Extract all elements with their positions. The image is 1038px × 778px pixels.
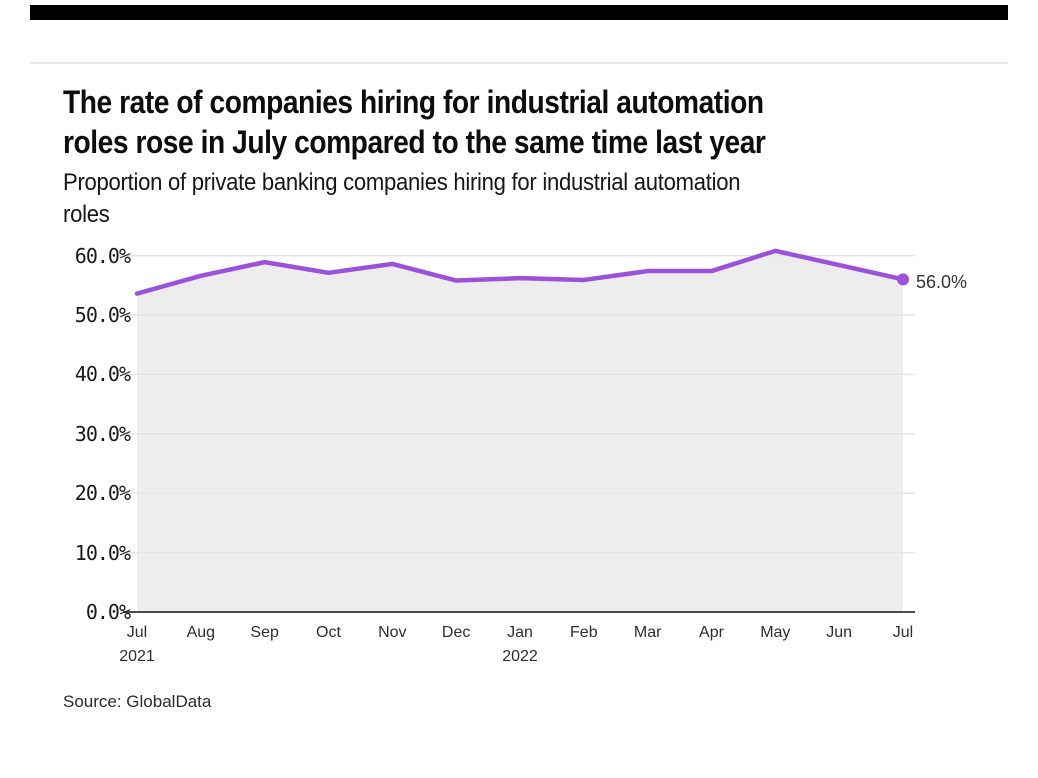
x-axis-tick-label: Mar: [633, 624, 662, 641]
chart-title-line-2: roles rose in July compared to the same …: [63, 124, 766, 160]
x-axis-year-label: 2022: [502, 648, 538, 665]
chart-subtitle-line-2: roles: [63, 201, 110, 228]
y-axis-tick-label: 40.0%: [74, 362, 131, 387]
chart-subtitle-line-1: Proportion of private banking companies …: [63, 169, 741, 196]
chart-subtitle: Proportion of private banking companies …: [63, 167, 946, 231]
x-axis-tick-label: Jul: [892, 624, 914, 641]
x-axis-tick-label: Nov: [378, 624, 407, 641]
y-axis-tick-label: 10.0%: [74, 540, 131, 565]
plot-area: [123, 248, 915, 613]
source-note: Source: GlobalData: [63, 692, 212, 711]
x-axis-year-label: 2021: [119, 648, 155, 665]
header-divider: [30, 62, 1008, 64]
x-axis-tick-label: Jul 2021: [92, 621, 182, 669]
x-axis-tick-label: Aug: [186, 624, 216, 641]
area-fill: [137, 250, 903, 612]
last-point-label: 56.0%: [916, 272, 968, 292]
x-axis-tick-label: Feb: [570, 624, 598, 641]
chart-title-line-1: The rate of companies hiring for industr…: [63, 84, 764, 120]
y-axis-tick-label: 0.0%: [85, 600, 131, 624]
top-bar: [30, 5, 1008, 20]
x-axis-tick-label: Apr: [699, 624, 724, 641]
trend-line: [134, 248, 906, 296]
x-axis-tick-label: May: [760, 624, 791, 641]
y-axis-tick-label: 50.0%: [74, 303, 131, 327]
x-axis-tick-label: Dec: [441, 624, 471, 641]
y-axis-tick-label: 20.0%: [74, 481, 131, 506]
x-axis-tick-label: Sep: [250, 624, 279, 641]
x-axis-tick-label: Oct: [316, 624, 341, 641]
y-axis-tick-label: 60.0%: [74, 243, 131, 268]
x-axis-tick-label: Jan 2022: [475, 621, 565, 669]
chart-title: The rate of companies hiring for industr…: [63, 82, 908, 162]
y-axis-tick-label: 30.0%: [74, 421, 131, 446]
end-point-dot: [897, 273, 909, 286]
x-axis-tick-label: Jun: [826, 624, 853, 641]
